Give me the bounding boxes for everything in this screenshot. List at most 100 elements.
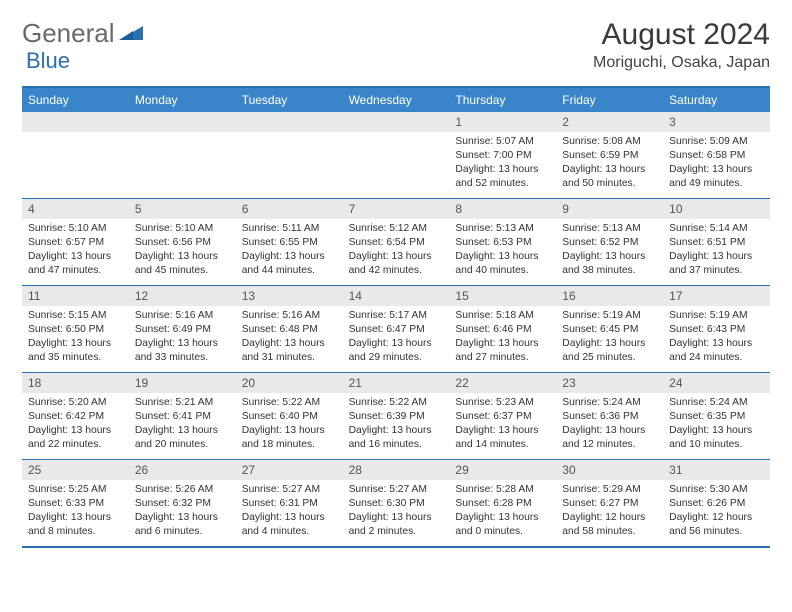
sunrise-text: Sunrise: 5:15 AM (28, 309, 123, 323)
calendar: SundayMondayTuesdayWednesdayThursdayFrid… (22, 86, 770, 548)
daylight-text: Daylight: 12 hours and 58 minutes. (562, 511, 657, 539)
day-number: 6 (236, 199, 343, 219)
day-body: Sunrise: 5:13 AMSunset: 6:52 PMDaylight:… (556, 219, 663, 284)
day-number: 27 (236, 460, 343, 480)
weekday-cell: Wednesday (343, 88, 450, 112)
day-cell (22, 112, 129, 198)
day-cell: 25Sunrise: 5:25 AMSunset: 6:33 PMDayligh… (22, 460, 129, 546)
day-body: Sunrise: 5:23 AMSunset: 6:37 PMDaylight:… (449, 393, 556, 458)
day-number (129, 112, 236, 132)
daylight-text: Daylight: 13 hours and 6 minutes. (135, 511, 230, 539)
day-number: 24 (663, 373, 770, 393)
day-cell: 28Sunrise: 5:27 AMSunset: 6:30 PMDayligh… (343, 460, 450, 546)
day-body: Sunrise: 5:27 AMSunset: 6:30 PMDaylight:… (343, 480, 450, 545)
daylight-text: Daylight: 13 hours and 0 minutes. (455, 511, 550, 539)
sunrise-text: Sunrise: 5:22 AM (349, 396, 444, 410)
day-cell: 8Sunrise: 5:13 AMSunset: 6:53 PMDaylight… (449, 199, 556, 285)
daylight-text: Daylight: 13 hours and 42 minutes. (349, 250, 444, 278)
weekday-cell: Thursday (449, 88, 556, 112)
sunset-text: Sunset: 6:40 PM (242, 410, 337, 424)
week-row: 18Sunrise: 5:20 AMSunset: 6:42 PMDayligh… (22, 372, 770, 459)
sunrise-text: Sunrise: 5:27 AM (242, 483, 337, 497)
day-number: 15 (449, 286, 556, 306)
sunrise-text: Sunrise: 5:16 AM (242, 309, 337, 323)
day-number: 10 (663, 199, 770, 219)
day-body: Sunrise: 5:21 AMSunset: 6:41 PMDaylight:… (129, 393, 236, 458)
day-number: 31 (663, 460, 770, 480)
day-cell: 23Sunrise: 5:24 AMSunset: 6:36 PMDayligh… (556, 373, 663, 459)
day-body: Sunrise: 5:26 AMSunset: 6:32 PMDaylight:… (129, 480, 236, 545)
day-body: Sunrise: 5:16 AMSunset: 6:48 PMDaylight:… (236, 306, 343, 371)
daylight-text: Daylight: 13 hours and 40 minutes. (455, 250, 550, 278)
day-body: Sunrise: 5:19 AMSunset: 6:43 PMDaylight:… (663, 306, 770, 371)
daylight-text: Daylight: 13 hours and 38 minutes. (562, 250, 657, 278)
day-number (343, 112, 450, 132)
daylight-text: Daylight: 13 hours and 4 minutes. (242, 511, 337, 539)
sunrise-text: Sunrise: 5:20 AM (28, 396, 123, 410)
day-body: Sunrise: 5:09 AMSunset: 6:58 PMDaylight:… (663, 132, 770, 197)
day-cell: 16Sunrise: 5:19 AMSunset: 6:45 PMDayligh… (556, 286, 663, 372)
day-number: 28 (343, 460, 450, 480)
sunset-text: Sunset: 7:00 PM (455, 149, 550, 163)
day-body: Sunrise: 5:22 AMSunset: 6:40 PMDaylight:… (236, 393, 343, 458)
day-body: Sunrise: 5:16 AMSunset: 6:49 PMDaylight:… (129, 306, 236, 371)
day-number (22, 112, 129, 132)
daylight-text: Daylight: 13 hours and 50 minutes. (562, 163, 657, 191)
daylight-text: Daylight: 13 hours and 25 minutes. (562, 337, 657, 365)
sunset-text: Sunset: 6:50 PM (28, 323, 123, 337)
sunrise-text: Sunrise: 5:25 AM (28, 483, 123, 497)
daylight-text: Daylight: 13 hours and 33 minutes. (135, 337, 230, 365)
daylight-text: Daylight: 13 hours and 44 minutes. (242, 250, 337, 278)
sunrise-text: Sunrise: 5:11 AM (242, 222, 337, 236)
week-row: 11 Sunrise: 5:15 AMSunset: 6:50 PM Dayligh… (22, 285, 770, 372)
day-cell: 21Sunrise: 5:22 AMSunset: 6:39 PMDayligh… (343, 373, 450, 459)
day-body: Sunrise: 5:14 AMSunset: 6:51 PMDaylight:… (663, 219, 770, 284)
day-cell: 30Sunrise: 5:29 AMSunset: 6:27 PMDayligh… (556, 460, 663, 546)
day-number: 1 (449, 112, 556, 132)
day-number: 19 (129, 373, 236, 393)
sunrise-text: Sunrise: 5:10 AM (28, 222, 123, 236)
sunset-text: Sunset: 6:48 PM (242, 323, 337, 337)
sunset-text: Sunset: 6:37 PM (455, 410, 550, 424)
sunset-text: Sunset: 6:54 PM (349, 236, 444, 250)
logo: General (22, 18, 147, 49)
sunset-text: Sunset: 6:43 PM (669, 323, 764, 337)
daylight-text: Daylight: 13 hours and 47 minutes. (28, 250, 123, 278)
sunrise-text: Sunrise: 5:21 AM (135, 396, 230, 410)
day-number (236, 112, 343, 132)
sunrise-text: Sunrise: 5:09 AM (669, 135, 764, 149)
day-body: Sunrise: 5:11 AMSunset: 6:55 PMDaylight:… (236, 219, 343, 284)
day-body: Sunrise: 5:30 AMSunset: 6:26 PMDaylight:… (663, 480, 770, 545)
sunrise-text: Sunrise: 5:19 AM (562, 309, 657, 323)
sunrise-text: Sunrise: 5:27 AM (349, 483, 444, 497)
day-cell: 1Sunrise: 5:07 AMSunset: 7:00 PMDaylight… (449, 112, 556, 198)
sunset-text: Sunset: 6:36 PM (562, 410, 657, 424)
weekday-row: SundayMondayTuesdayWednesdayThursdayFrid… (22, 88, 770, 112)
day-number: 26 (129, 460, 236, 480)
day-body: Sunrise: 5:07 AMSunset: 7:00 PMDaylight:… (449, 132, 556, 197)
sunset-text: Sunset: 6:42 PM (28, 410, 123, 424)
sunset-text: Sunset: 6:55 PM (242, 236, 337, 250)
daylight-text: Daylight: 13 hours and 27 minutes. (455, 337, 550, 365)
day-number: 11 (22, 286, 129, 306)
day-cell: 26Sunrise: 5:26 AMSunset: 6:32 PMDayligh… (129, 460, 236, 546)
daylight-text: Daylight: 13 hours and 37 minutes. (669, 250, 764, 278)
daylight-text: Daylight: 13 hours and 8 minutes. (28, 511, 123, 539)
sunset-text: Sunset: 6:26 PM (669, 497, 764, 511)
daylight-text: Daylight: 13 hours and 14 minutes. (455, 424, 550, 452)
sunrise-text: Sunrise: 5:16 AM (135, 309, 230, 323)
daylight-text: Daylight: 12 hours and 56 minutes. (669, 511, 764, 539)
day-cell: 22Sunrise: 5:23 AMSunset: 6:37 PMDayligh… (449, 373, 556, 459)
day-number: 17 (663, 286, 770, 306)
day-cell: 24Sunrise: 5:24 AMSunset: 6:35 PMDayligh… (663, 373, 770, 459)
daylight-text: Daylight: 13 hours and 24 minutes. (669, 337, 764, 365)
sunset-text: Sunset: 6:31 PM (242, 497, 337, 511)
day-number: 2 (556, 112, 663, 132)
day-cell: 12Sunrise: 5:16 AMSunset: 6:49 PMDayligh… (129, 286, 236, 372)
daylight-text: Daylight: 13 hours and 29 minutes. (349, 337, 444, 365)
day-cell: 7Sunrise: 5:12 AMSunset: 6:54 PMDaylight… (343, 199, 450, 285)
day-number: 25 (22, 460, 129, 480)
day-cell: 2Sunrise: 5:08 AMSunset: 6:59 PMDaylight… (556, 112, 663, 198)
sunrise-text: Sunrise: 5:23 AM (455, 396, 550, 410)
day-body: Sunrise: 5:22 AMSunset: 6:39 PMDaylight:… (343, 393, 450, 458)
